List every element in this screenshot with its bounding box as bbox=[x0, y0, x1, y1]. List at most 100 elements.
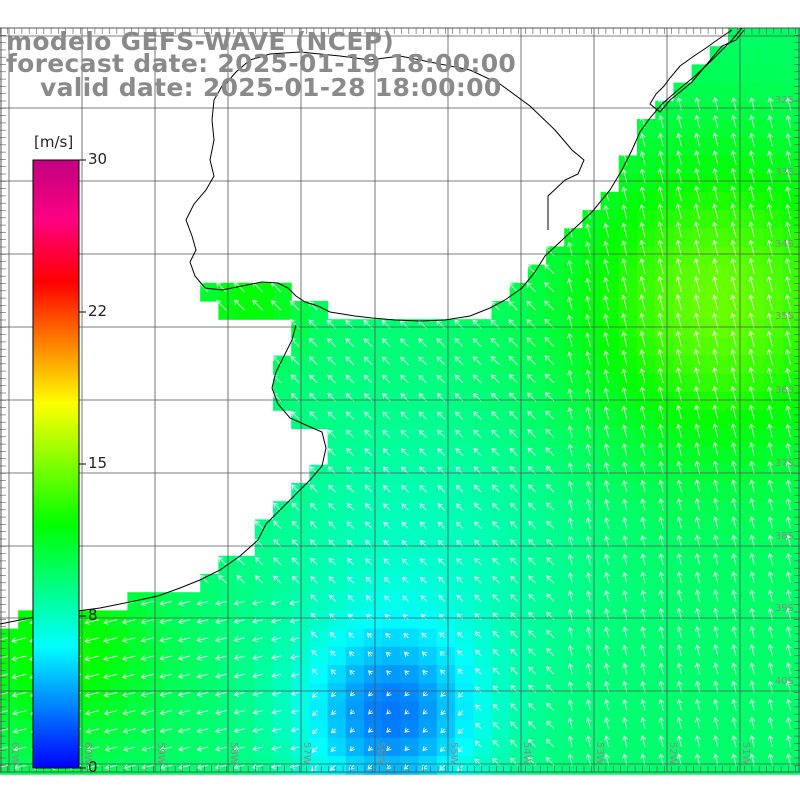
wind-arrow bbox=[567, 663, 574, 675]
wind-speed-cell bbox=[491, 628, 511, 648]
wind-speed-cell bbox=[600, 319, 620, 338]
wind-arrow bbox=[233, 691, 245, 697]
wind-speed-cell bbox=[782, 210, 800, 229]
wind-arrow bbox=[622, 535, 628, 547]
wind-speed-cell bbox=[673, 428, 693, 448]
wind-arrow bbox=[510, 630, 518, 639]
wind-speed-cell bbox=[473, 756, 492, 775]
wind-speed-cell bbox=[746, 719, 765, 739]
wind-arrow bbox=[418, 429, 427, 438]
wind-arrow bbox=[86, 746, 100, 752]
wind-speed-cell bbox=[764, 446, 784, 466]
wind-arrow bbox=[585, 735, 592, 748]
wind-speed-cell bbox=[582, 737, 602, 757]
wind-arrow bbox=[622, 571, 628, 584]
wind-arrow bbox=[730, 167, 737, 183]
wind-speed-cell bbox=[728, 410, 747, 429]
wind-speed-cell bbox=[254, 701, 274, 721]
wind-arrow bbox=[676, 626, 683, 638]
wind-speed-cell bbox=[673, 155, 693, 175]
wind-speed-cell bbox=[691, 683, 711, 702]
wind-speed-cell bbox=[436, 555, 456, 575]
wind-arrow bbox=[252, 618, 263, 624]
wind-speed-cell bbox=[782, 337, 800, 357]
wind-arrow bbox=[368, 709, 374, 715]
wind-speed-cell bbox=[527, 719, 547, 739]
wind-arrow bbox=[657, 168, 664, 183]
wind-speed-cell bbox=[418, 501, 438, 520]
wind-speed-cell bbox=[509, 537, 529, 557]
wind-speed-cell bbox=[455, 646, 474, 666]
wind-arrow bbox=[604, 735, 610, 748]
wind-arrow bbox=[438, 595, 446, 602]
wind-arrow bbox=[694, 497, 701, 511]
wind-speed-cell bbox=[273, 592, 292, 611]
wind-speed-cell bbox=[127, 701, 147, 721]
lon-label: 57W bbox=[301, 742, 312, 765]
wind-arrow bbox=[473, 411, 482, 420]
wind-arrow bbox=[749, 698, 756, 711]
wind-arrow bbox=[749, 150, 755, 165]
wind-speed-cell bbox=[491, 756, 511, 775]
wind-speed-cell bbox=[491, 501, 511, 520]
wind-speed-cell bbox=[455, 683, 474, 702]
wind-arrow bbox=[508, 374, 518, 384]
wind-arrow bbox=[544, 282, 555, 293]
wind-speed-cell bbox=[691, 82, 711, 102]
wind-speed-cell bbox=[436, 610, 456, 630]
lat-label: 39S bbox=[774, 603, 794, 614]
wind-speed-cell bbox=[418, 646, 438, 666]
wind-arrow bbox=[676, 168, 682, 183]
wind-arrow bbox=[730, 150, 737, 165]
wind-speed-cell bbox=[655, 155, 674, 175]
wind-arrow bbox=[289, 300, 300, 311]
wind-arrow bbox=[0, 746, 9, 752]
wind-speed-cell bbox=[728, 373, 747, 393]
wind-speed-cell bbox=[709, 665, 729, 684]
wind-speed-cell bbox=[382, 574, 401, 593]
wind-speed-cell bbox=[473, 392, 492, 411]
wind-arrow bbox=[567, 753, 574, 766]
wind-speed-cell bbox=[673, 173, 693, 193]
wind-speed-cell bbox=[455, 665, 474, 684]
wind-arrow bbox=[785, 133, 792, 147]
wind-speed-cell bbox=[746, 537, 765, 557]
wind-speed-cell bbox=[436, 337, 456, 357]
wind-arrow bbox=[604, 662, 610, 675]
wind-speed-cell bbox=[163, 592, 183, 611]
wind-speed-cell bbox=[637, 501, 656, 520]
wind-arrow bbox=[639, 405, 646, 420]
wind-speed-cell bbox=[309, 683, 329, 702]
wind-arrow bbox=[585, 314, 591, 329]
wind-arrow bbox=[621, 368, 628, 384]
wind-arrow bbox=[658, 626, 665, 638]
wind-arrow bbox=[567, 462, 574, 475]
wind-speed-cell bbox=[746, 683, 765, 702]
wind-speed-cell bbox=[709, 501, 729, 520]
wind-speed-cell bbox=[527, 701, 547, 721]
wind-speed-cell bbox=[455, 428, 474, 448]
wind-speed-cell bbox=[728, 392, 747, 411]
wind-speed-cell bbox=[618, 428, 638, 448]
wind-arrow bbox=[510, 703, 518, 711]
wind-speed-cell bbox=[273, 646, 292, 666]
wind-arrow bbox=[658, 498, 664, 511]
wind-arrow bbox=[419, 503, 427, 511]
wind-arrow bbox=[491, 502, 500, 511]
wind-speed-cell bbox=[182, 701, 201, 721]
wind-arrow bbox=[730, 276, 737, 293]
wind-arrow bbox=[676, 680, 683, 693]
wind-arrow bbox=[749, 114, 755, 129]
wind-speed-cell bbox=[764, 464, 784, 484]
wind-speed-cell bbox=[564, 319, 583, 338]
wind-speed-cell bbox=[473, 519, 492, 539]
wind-arrow bbox=[327, 356, 336, 366]
wind-speed-cell bbox=[345, 319, 365, 338]
wind-arrow bbox=[455, 484, 464, 493]
wind-speed-cell bbox=[509, 683, 529, 702]
wind-arrow bbox=[767, 460, 773, 475]
wind-arrow bbox=[585, 590, 592, 602]
wind-arrow bbox=[367, 764, 373, 770]
wind-speed-cell bbox=[618, 355, 638, 375]
